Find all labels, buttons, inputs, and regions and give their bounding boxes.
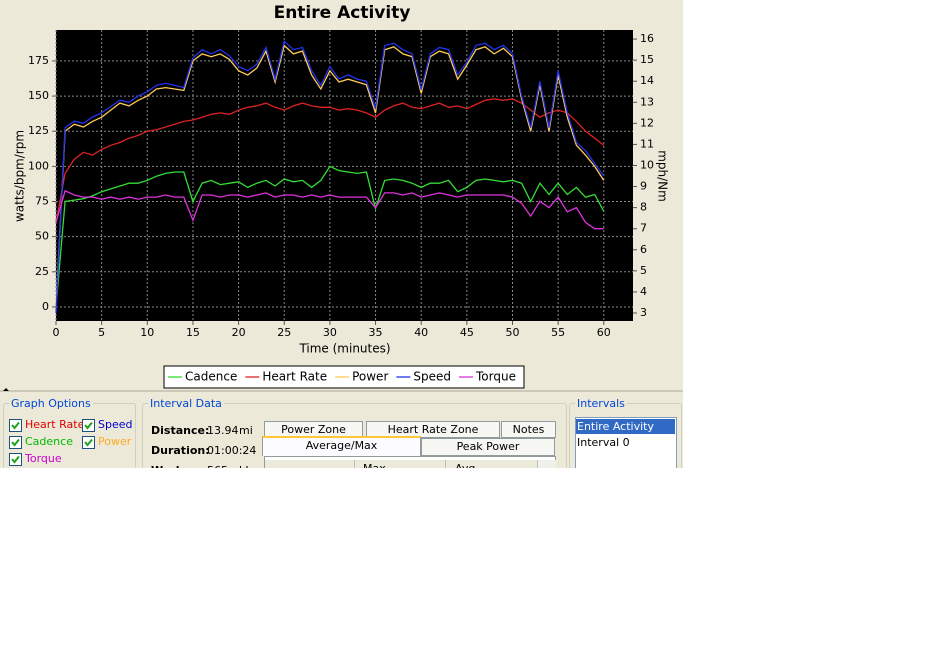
x-axis-label: Time (minutes) bbox=[298, 342, 390, 356]
y2-tick-label: 14 bbox=[640, 74, 654, 87]
checkbox-label[interactable]: Torque bbox=[25, 452, 62, 465]
x-tick-label: 50 bbox=[505, 326, 519, 339]
interval-data-panel: Interval Data Distance: 13.94 mi Duration: 0… bbox=[142, 397, 567, 468]
y-tick-label: 125 bbox=[28, 124, 49, 137]
checkbox[interactable] bbox=[9, 419, 22, 432]
checkmark bbox=[11, 438, 20, 447]
interval-list: Entire Activity Interval 0 bbox=[575, 417, 677, 468]
x-tick-label: 45 bbox=[460, 326, 474, 339]
x-tick-label: 35 bbox=[369, 326, 383, 339]
x-tick-label: 10 bbox=[140, 326, 154, 339]
y-tick-label: 50 bbox=[35, 230, 49, 243]
y2-tick-label: 6 bbox=[640, 243, 647, 256]
y2-tick-label: 5 bbox=[640, 264, 647, 277]
y-tick-label: 25 bbox=[35, 265, 49, 278]
checkmark bbox=[11, 455, 20, 464]
field-value: 565 bbox=[207, 464, 228, 468]
y2-tick-label: 11 bbox=[640, 137, 654, 150]
field-value: 13.94 bbox=[207, 424, 239, 437]
y-axis-label: watts/bpm/rpm bbox=[13, 130, 27, 222]
scrollbar[interactable] bbox=[537, 460, 556, 468]
y2-tick-label: 9 bbox=[640, 180, 647, 193]
x-tick-label: 25 bbox=[277, 326, 291, 339]
y2-tick-label: 12 bbox=[640, 116, 654, 129]
interval-item[interactable]: Interval 0 bbox=[577, 436, 630, 449]
y2-tick-label: 3 bbox=[640, 306, 647, 319]
table-header bbox=[265, 460, 555, 468]
x-tick-label: 20 bbox=[232, 326, 246, 339]
column-divider bbox=[445, 460, 446, 468]
legend-label: Torque bbox=[475, 370, 516, 384]
checkbox[interactable] bbox=[9, 436, 22, 449]
field-unit: mi bbox=[239, 424, 253, 437]
series-line bbox=[55, 165, 605, 307]
series-line bbox=[55, 39, 605, 314]
checkbox[interactable] bbox=[82, 436, 95, 449]
field-label: Work: bbox=[151, 464, 187, 468]
y-tick-label: 75 bbox=[35, 195, 49, 208]
field-unit: kJ bbox=[239, 464, 249, 468]
series-line bbox=[55, 98, 605, 223]
graph-options-panel: Graph Options Heart Rate Speed Cadence Powe… bbox=[3, 397, 136, 468]
tab[interactable]: Heart Rate Zone bbox=[366, 421, 500, 438]
field-value: 01:00:24 bbox=[207, 444, 257, 457]
checkbox-label[interactable]: Power bbox=[98, 435, 132, 448]
checkbox-label[interactable]: Speed bbox=[98, 418, 133, 431]
y-tick-label: 150 bbox=[28, 89, 49, 102]
y2-tick-label: 16 bbox=[640, 32, 654, 45]
legend-label: Cadence bbox=[185, 370, 237, 384]
checkmark bbox=[11, 421, 20, 430]
column-divider bbox=[354, 460, 355, 468]
tab[interactable]: Notes bbox=[501, 421, 556, 438]
panel-title: Graph Options bbox=[9, 397, 93, 410]
y-tick-label: 100 bbox=[28, 159, 49, 172]
x-tick-label: 30 bbox=[323, 326, 337, 339]
checkbox-label[interactable]: Cadence bbox=[25, 435, 73, 448]
table: Max Avg bbox=[264, 456, 556, 468]
x-tick-label: 60 bbox=[597, 326, 611, 339]
y-tick-label: 0 bbox=[42, 300, 49, 313]
legend-label: Heart Rate bbox=[262, 370, 327, 384]
column-header: Avg bbox=[455, 462, 475, 468]
intervals-panel: Intervals Entire Activity Interval 0 bbox=[569, 397, 682, 468]
field-label: Distance: bbox=[151, 424, 210, 437]
app-window: Entire Activity Time (minutes) watts/bpm… bbox=[0, 0, 683, 468]
x-tick-label: 15 bbox=[186, 326, 200, 339]
y2-tick-label: 13 bbox=[640, 95, 654, 108]
y2-tick-label: 10 bbox=[640, 158, 654, 171]
interval-item[interactable]: Entire Activity bbox=[576, 419, 675, 434]
x-tick-label: 5 bbox=[98, 326, 105, 339]
subtab[interactable]: Average/Max bbox=[262, 436, 421, 456]
checkbox-label[interactable]: Heart Rate bbox=[25, 418, 85, 431]
y2-axis-label: mph/Nm bbox=[656, 150, 670, 202]
y2-tick-label: 7 bbox=[640, 222, 647, 235]
y-tick-label: 175 bbox=[28, 54, 49, 67]
panel-title: Interval Data bbox=[148, 397, 224, 410]
x-tick-label: 40 bbox=[414, 326, 428, 339]
column-header: Max bbox=[363, 462, 386, 468]
checkmark bbox=[84, 438, 93, 447]
checkbox[interactable] bbox=[9, 453, 22, 466]
y2-tick-label: 15 bbox=[640, 53, 654, 66]
splitter-arrows[interactable] bbox=[3, 388, 19, 392]
field-label: Duration: bbox=[151, 444, 210, 457]
checkbox[interactable] bbox=[82, 419, 95, 432]
x-tick-label: 55 bbox=[551, 326, 565, 339]
legend-label: Power bbox=[352, 370, 388, 384]
chart: Entire Activity Time (minutes) watts/bpm… bbox=[0, 3, 683, 392]
panel-title: Intervals bbox=[575, 397, 627, 410]
series-line bbox=[55, 189, 604, 230]
y2-tick-label: 4 bbox=[640, 285, 647, 298]
x-tick-label: 0 bbox=[53, 326, 60, 339]
legend-label: Speed bbox=[413, 370, 451, 384]
subtab[interactable]: Peak Power bbox=[421, 438, 555, 456]
checkmark bbox=[84, 421, 93, 430]
plot-area bbox=[56, 30, 633, 321]
y2-tick-label: 8 bbox=[640, 201, 647, 214]
chart-title: Entire Activity bbox=[274, 3, 411, 23]
